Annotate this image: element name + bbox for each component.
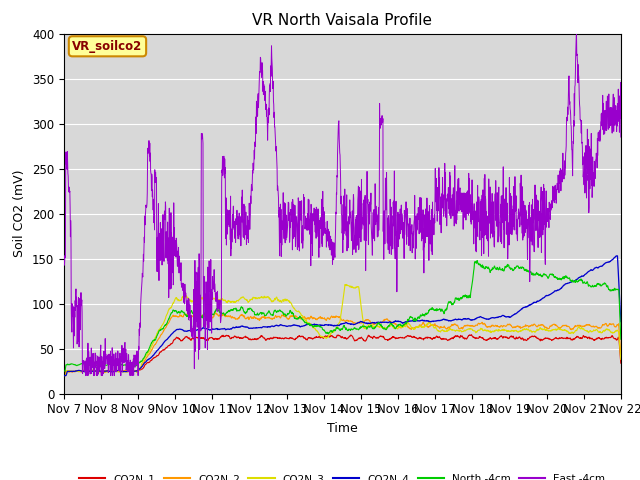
East -4cm [602,127,609,133]
CO2N_1 [468,332,476,337]
CO2N_3 [601,328,609,334]
CO2N_1 [499,335,506,341]
CO2N_3 [331,327,339,333]
Line: CO2N_1: CO2N_1 [64,335,621,375]
North -4cm [473,258,481,264]
Line: CO2N_4: CO2N_4 [64,256,621,375]
Y-axis label: Soil CO2 (mV): Soil CO2 (mV) [13,170,26,257]
CO2N_2 [316,314,324,320]
CO2N_1 [316,335,324,341]
North -4cm [331,327,339,333]
East -4cm [601,108,609,113]
CO2N_4 [499,312,506,318]
CO2N_1 [331,335,339,340]
Line: CO2N_3: CO2N_3 [64,285,621,375]
North -4cm [88,362,96,368]
CO2N_3 [617,357,625,362]
CO2N_2 [601,322,609,327]
CO2N_1 [601,336,609,341]
CO2N_4 [613,253,621,259]
East -4cm [60,253,68,259]
CO2N_2 [601,321,609,327]
North -4cm [601,280,609,286]
CO2N_3 [88,368,96,374]
CO2N_4 [316,322,324,328]
North -4cm [60,368,68,374]
CO2N_1 [617,360,625,366]
CO2N_4 [600,261,608,267]
Line: North -4cm: North -4cm [64,261,621,371]
CO2N_1 [60,372,68,378]
CO2N_2 [212,310,220,316]
Legend: CO2N_1, CO2N_2, CO2N_3, CO2N_4, North -4cm, East -4cm: CO2N_1, CO2N_2, CO2N_3, CO2N_4, North -4… [75,470,610,480]
CO2N_2 [60,372,68,378]
CO2N_4 [88,369,96,374]
CO2N_1 [88,368,96,373]
East -4cm [89,365,97,371]
CO2N_2 [499,324,506,329]
CO2N_2 [617,350,625,356]
X-axis label: Time: Time [327,422,358,435]
CO2N_4 [60,372,68,378]
CO2N_1 [601,335,609,341]
CO2N_4 [331,323,339,329]
CO2N_3 [342,282,350,288]
East -4cm [499,199,506,205]
North -4cm [499,266,506,272]
CO2N_2 [88,367,96,373]
Line: East -4cm: East -4cm [64,34,621,375]
East -4cm [316,215,324,221]
CO2N_4 [617,319,625,324]
CO2N_3 [60,372,68,378]
East -4cm [82,372,90,378]
East -4cm [617,134,625,140]
CO2N_3 [601,327,609,333]
East -4cm [573,31,580,36]
CO2N_3 [316,333,324,338]
North -4cm [617,336,625,342]
CO2N_2 [331,314,339,320]
East -4cm [331,254,339,260]
Text: VR_soilco2: VR_soilco2 [72,40,143,53]
CO2N_4 [601,261,609,266]
Line: CO2N_2: CO2N_2 [64,313,621,375]
North -4cm [601,280,609,286]
CO2N_3 [499,327,506,333]
Title: VR North Vaisala Profile: VR North Vaisala Profile [252,13,433,28]
North -4cm [316,324,324,329]
